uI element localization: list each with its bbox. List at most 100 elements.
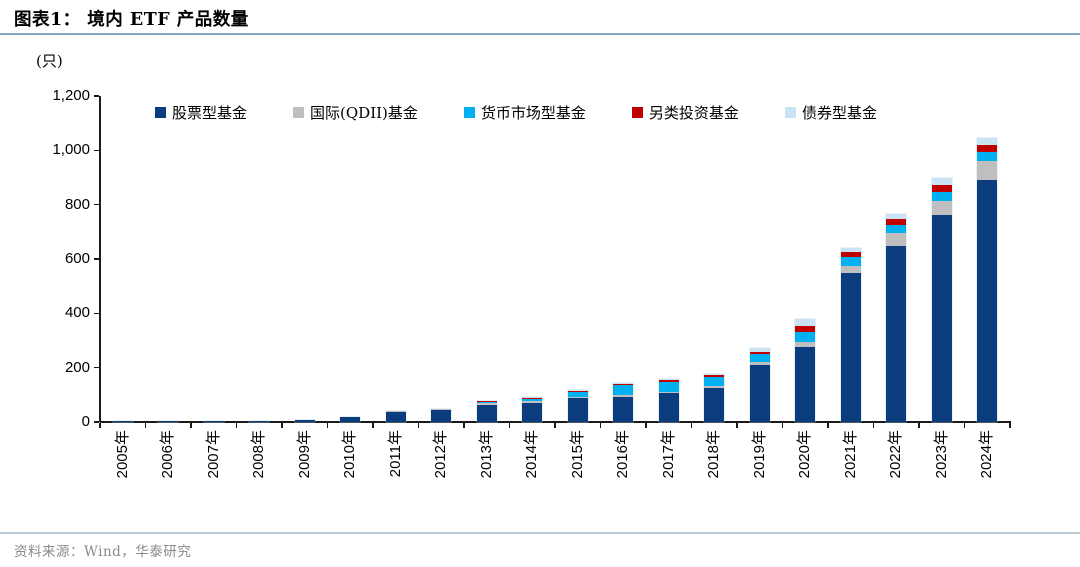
bar-stack-2015 [567,390,588,422]
x-axis-category-label: 2012年 [432,430,450,479]
legend-swatch-icon [293,107,305,118]
bar-stack-2021 [840,247,861,422]
bar-segment [613,395,634,397]
bar-stack-2006 [158,421,179,422]
bar-segment [840,257,861,266]
x-axis-tick [463,423,465,428]
bar-stack-2018 [704,373,725,422]
x-axis-tick [417,423,420,428]
x-axis-tick [190,423,192,428]
bar-segment [613,385,634,396]
x-axis-category-label: 2010年 [341,430,359,479]
x-axis-line [100,421,1011,423]
x-axis-category-label: 2024年 [978,430,996,479]
bar-segment [704,376,725,386]
y-axis-tick-label: 400 [64,304,90,322]
bar-segment [567,391,588,393]
x-axis-tick [872,423,875,428]
x-axis-category-label: 2014年 [523,430,541,479]
x-axis-tick [1009,423,1011,428]
bar-segment [567,392,588,397]
bar-segment [340,416,361,422]
y-axis-tick [93,366,99,369]
legend-item: 另类投资基金 [631,102,739,123]
bar-segment [658,379,679,381]
x-axis-tick [827,423,829,428]
bar-segment [977,179,998,422]
bar-segment [431,410,452,422]
legend-item: 债券型基金 [784,102,877,123]
x-axis-category-label: 2021年 [841,430,859,479]
x-axis-tick [599,423,602,428]
x-axis-category-label: 2016年 [614,430,632,479]
y-axis-tick [93,421,99,423]
bar-segment [931,192,952,201]
x-axis-tick [645,423,647,428]
bar-segment [522,400,543,403]
x-axis-category-label: 2018年 [705,430,723,479]
bar-segment [931,214,952,422]
x-axis-tick [918,423,920,428]
bar-segment [613,383,634,386]
y-axis-tick-label: 200 [64,358,90,376]
x-axis-tick [554,423,556,428]
bar-stack-2011 [385,411,406,422]
bar-segment [840,252,861,258]
x-axis-tick [963,423,966,428]
y-axis-tick [93,258,99,260]
bar-segment [658,380,679,383]
y-axis-tick-label: 0 [81,413,90,430]
x-axis-category-label: 2020年 [796,430,814,479]
x-axis-tick [144,423,147,428]
bar-segment [249,420,270,422]
bar-segment [158,421,179,422]
legend-item: 股票型基金 [155,102,247,123]
bar-stack-2022 [886,214,907,422]
y-axis-tick [93,95,99,97]
bar-segment [749,361,770,366]
x-axis-tick [326,423,329,428]
bar-stack-2013 [476,401,497,422]
bar-segment [795,341,816,347]
bar-segment [476,401,497,403]
bar-stack-2016 [613,383,634,422]
bar-segment [613,383,634,384]
bar-segment [886,225,907,234]
bar-segment [613,396,634,422]
bar-stack-2005 [112,421,133,422]
bar-segment [431,409,452,411]
source-attribution: 资料来源：Wind，华泰研究 [14,544,192,560]
bar-stack-2008 [249,420,270,422]
bar-stack-2014 [522,397,543,422]
bar-stack-2019 [749,347,770,422]
x-axis-category-label: 2005年 [113,430,131,479]
bar-stack-2023 [931,177,952,422]
bar-segment [567,390,588,392]
legend-item: 国际(QDII)基金 [293,102,418,123]
bar-segment [294,419,315,422]
bar-segment [886,219,907,226]
bar-segment [431,408,452,410]
bar-stack-2024 [977,138,998,422]
y-axis-tick [93,312,99,315]
x-axis-category-label: 2019年 [750,430,768,479]
x-axis-tick [99,423,101,428]
y-axis-tick-label: 800 [64,195,90,213]
bar-stack-2009 [294,419,315,422]
bar-segment [658,393,679,422]
bar-segment [795,319,816,327]
bar-segment [385,411,406,422]
bar-segment [704,374,725,377]
x-axis-category-label: 2007年 [204,430,222,479]
bar-stack-2012 [431,408,452,422]
bar-segment [795,332,816,342]
bar-segment [886,214,907,220]
bar-stack-2017 [658,379,679,422]
title-divider [0,33,1080,35]
bar-segment [931,177,952,186]
bar-stack-2010 [340,416,361,422]
x-axis-tick [235,423,238,428]
x-axis-category-label: 2023年 [932,430,950,479]
bar-segment [658,391,679,394]
bar-segment [476,402,497,406]
